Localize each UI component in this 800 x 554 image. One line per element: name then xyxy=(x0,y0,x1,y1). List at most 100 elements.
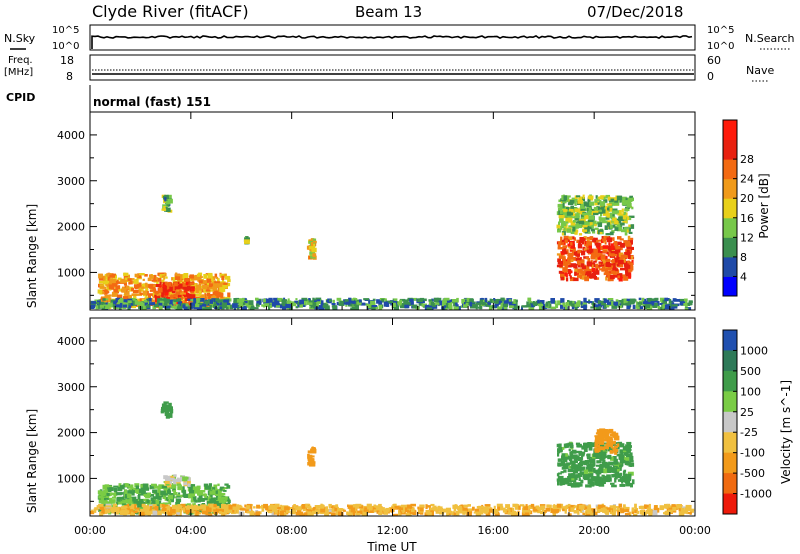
power-echoes-cell xyxy=(481,302,486,306)
velocity-echoes-cell xyxy=(578,452,584,456)
power-echoes-cell xyxy=(613,270,617,276)
power-echoes-cell xyxy=(594,242,601,246)
power-echoes-cell xyxy=(568,245,572,249)
power-echoes-cell xyxy=(111,292,118,297)
power-echoes-cell xyxy=(600,301,606,306)
velocity-echoes-cell xyxy=(181,487,185,493)
power-echoes-cell xyxy=(590,306,595,309)
velocity-echoes-cell xyxy=(159,504,162,508)
power-echoes-cell xyxy=(593,212,599,216)
velocity-echoes-cell xyxy=(185,509,190,515)
velocity-echoes-cell xyxy=(596,509,601,513)
power-echoes-cell xyxy=(428,304,433,309)
power-echoes-cell xyxy=(526,301,529,306)
velocity-echoes-cell xyxy=(566,456,573,460)
velocity-echoes-cell xyxy=(246,505,250,510)
velocity-echoes-cell xyxy=(200,504,206,509)
power-echoes-cell xyxy=(601,266,606,271)
power-echoes-cell xyxy=(184,278,190,283)
velocity-echoes-cell xyxy=(606,474,611,479)
power-echoes-cell xyxy=(157,272,162,276)
power-echoes-cell xyxy=(149,302,155,306)
power-echoes-cell xyxy=(598,303,603,308)
velocity-echoes-cell xyxy=(172,483,177,489)
power-echoes-cell xyxy=(578,220,585,225)
power-echoes-cell xyxy=(155,277,158,280)
velocity-echoes-cell xyxy=(568,448,571,452)
velocity-echoes-cell xyxy=(94,507,99,511)
velocity-echoes-cell xyxy=(224,483,229,486)
velocity-echoes-cell xyxy=(440,508,443,514)
velocity-echoes-cell xyxy=(426,512,432,515)
velocity-echoes-cell xyxy=(438,508,443,510)
velocity-echoes-cell xyxy=(539,504,546,507)
velocity-echoes-cell xyxy=(167,412,173,418)
power-echoes-cell xyxy=(168,282,172,287)
velocity-echoes-cell xyxy=(556,503,562,508)
velocity-echoes-cell xyxy=(562,446,565,450)
power-echoes-cell xyxy=(619,238,624,241)
power-echoes-cell xyxy=(503,305,508,310)
velocity-echoes-cell xyxy=(260,504,264,507)
power-echoes-cell xyxy=(597,222,603,227)
power-echoes-cell xyxy=(623,276,629,281)
power-echoes-cell xyxy=(626,268,630,272)
velocity-echoes-cell xyxy=(577,457,583,461)
velocity-echoes-cell xyxy=(217,497,223,501)
velocity-echoes-cell xyxy=(595,450,599,456)
nave-tick-bottom: 0 xyxy=(707,70,714,83)
power-ylabel: Slant Range [km] xyxy=(25,204,39,308)
power-echoes-cell xyxy=(572,226,576,232)
velocity-echoes-cell xyxy=(549,504,552,509)
velocity-echoes-cell xyxy=(402,510,405,514)
velocity-echoes-cell xyxy=(680,507,685,512)
velocity-echoes-cell xyxy=(492,509,499,514)
velocity-echoes-cell xyxy=(143,493,148,497)
power-echoes-cell xyxy=(133,279,139,284)
velocity-echoes-cell xyxy=(586,509,591,514)
power-echoes-cell xyxy=(614,249,620,254)
velocity-echoes-cell xyxy=(117,486,123,492)
velocity-echoes-cell xyxy=(153,496,159,499)
power-echoes-cell xyxy=(207,272,213,276)
power-echoes-cell xyxy=(576,253,580,257)
power-echoes-cell xyxy=(604,241,607,245)
power-echoes-cell xyxy=(626,246,631,251)
velocity-echoes-cell xyxy=(596,435,600,440)
velocity-echoes-cell xyxy=(281,509,286,512)
power-echoes-cell xyxy=(174,276,181,280)
power-echoes-cell xyxy=(434,302,440,305)
power-echoes-cell xyxy=(207,289,214,292)
velocity-echoes-cell xyxy=(412,510,417,515)
velocity-echoes-cell xyxy=(190,504,194,510)
power-echoes-cell xyxy=(591,301,594,305)
power-echoes-cell xyxy=(130,287,134,292)
velocity-echoes-cell xyxy=(295,511,302,516)
power-echoes-cell xyxy=(618,249,621,253)
power-echoes-cell xyxy=(98,273,103,279)
power-echoes-cell xyxy=(619,200,625,203)
velocity-echoes-cell xyxy=(588,467,593,472)
velocity-echoes-cell xyxy=(174,492,178,496)
velocity-echoes-cell xyxy=(629,511,632,516)
power-echoes-cell xyxy=(569,216,576,219)
velocity-echoes-cell xyxy=(589,461,592,464)
power-echoes-cell xyxy=(124,292,127,298)
power-echoes-cell xyxy=(399,298,406,302)
velocity-echoes-cell xyxy=(615,506,619,509)
velocity-echoes-cell xyxy=(623,457,630,462)
power-echoes-cell xyxy=(191,287,195,292)
power-echoes-cell xyxy=(616,263,620,267)
power-echoes-cell xyxy=(614,258,618,263)
power-echoes-cell xyxy=(214,273,218,278)
power-echoes-cell xyxy=(627,274,632,279)
power-colorbar-tick-label: 28 xyxy=(740,153,754,166)
power-echoes-cell xyxy=(586,245,592,249)
power-echoes-cell xyxy=(154,296,161,300)
power-echoes-cell xyxy=(586,261,593,267)
velocity-echoes-cell xyxy=(162,409,167,413)
y-tick-label: 4000 xyxy=(57,335,85,348)
power-echoes-cell xyxy=(596,255,601,260)
power-echoes-cell xyxy=(574,218,579,221)
velocity-echoes-cell xyxy=(325,508,329,514)
